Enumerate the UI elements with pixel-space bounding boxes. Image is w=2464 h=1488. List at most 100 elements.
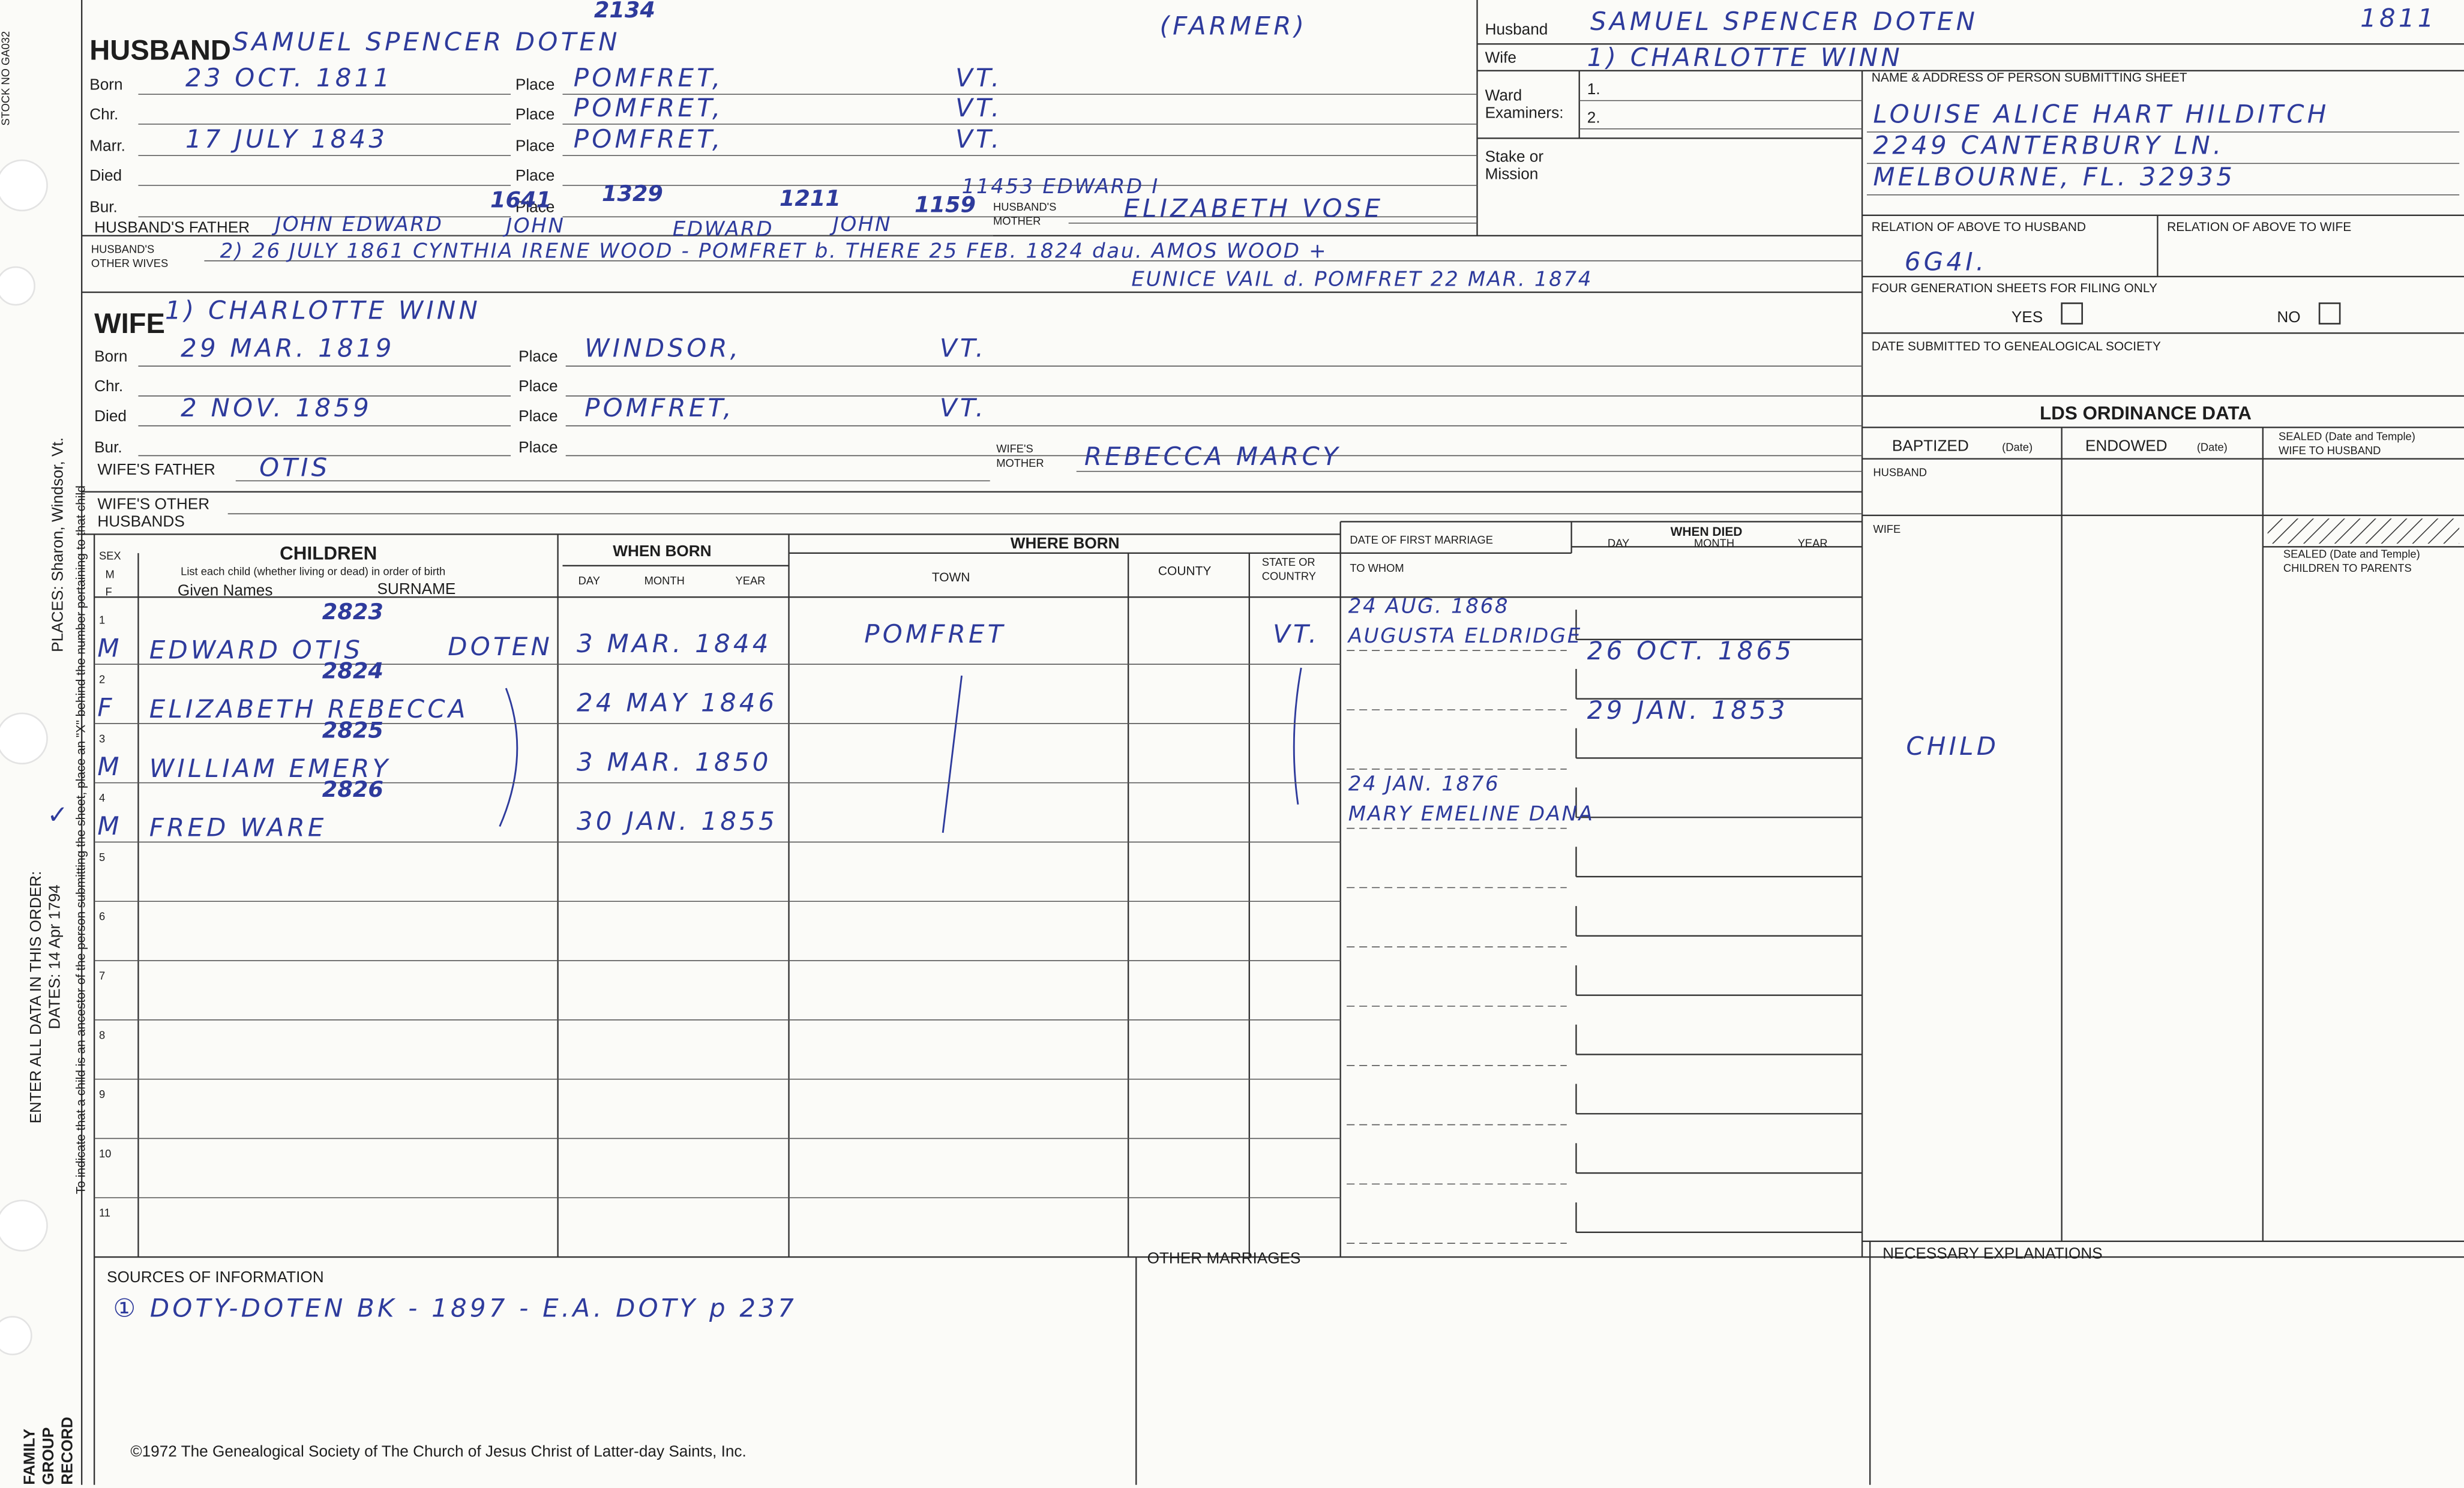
place-label: Place	[515, 166, 554, 184]
event-date: 29 MAR. 1819	[181, 333, 395, 362]
submitter-label: NAME & ADDRESS OF PERSON SUBMITTING SHEE…	[1872, 71, 2187, 85]
child-sex: M	[97, 811, 122, 841]
place-label: Place	[515, 105, 554, 123]
child-number: 7	[99, 969, 105, 982]
event-label: Born	[89, 75, 122, 93]
record-title: FAMILY	[20, 1429, 38, 1485]
other-wives-label: HUSBAND'S	[91, 243, 154, 256]
child-number: 2	[99, 673, 105, 685]
event-place: WINDSOR,	[584, 333, 741, 362]
husband-label: HUSBAND	[89, 34, 231, 66]
born-subheader: YEAR	[736, 574, 766, 587]
baptized-date: (Date)	[2002, 441, 2033, 454]
relation-husband-label: RELATION OF ABOVE TO HUSBAND	[1872, 220, 2086, 234]
child-died: 26 OCT. 1865	[1587, 636, 1794, 665]
child-ref-number: 2823	[322, 599, 383, 625]
submitter-line: LOUISE ALICE HART HILDITCH	[1873, 99, 2329, 128]
summary-husband-year: 1811	[2360, 4, 2437, 33]
yes-label: YES	[2012, 308, 2043, 326]
child-spouse: MARY EMELINE DANA	[1348, 802, 1594, 826]
county-header: COUNTY	[1158, 564, 1211, 578]
place-label: Place	[518, 347, 557, 365]
father-label: HUSBAND'S FATHER	[94, 218, 250, 236]
lineage-number: 1211	[780, 185, 841, 211]
relation-husband: 6G4I.	[1905, 247, 1988, 276]
lds-husband-row: HUSBAND	[1873, 466, 1927, 478]
child-spouse: AUGUSTA ELDRIDGE	[1347, 624, 1582, 648]
child-born: 30 JAN. 1855	[577, 806, 778, 836]
sources: ① DOTY-DOTEN BK - 1897 - E.A. DOTY p 237	[113, 1294, 797, 1323]
child-ref-number: 2825	[322, 717, 383, 743]
no-checkbox[interactable]	[2318, 302, 2341, 325]
sex-option: F	[105, 586, 112, 598]
lineage-number: 1329	[602, 181, 663, 206]
town-header: TOWN	[932, 571, 970, 584]
died-subheader: MONTH	[1694, 536, 1734, 549]
ancestor-note: 11453 EDWARD I	[962, 175, 1159, 199]
lineage-name: EDWARD	[673, 217, 774, 241]
sealed-children-header: SEALED (Date and Temple)	[2283, 548, 2420, 560]
lineage-number: 1159	[915, 192, 976, 218]
child-born: 3 MAR. 1844	[577, 629, 772, 658]
child-ref-number: 2826	[322, 776, 383, 802]
child-born: 3 MAR. 1850	[577, 747, 772, 776]
sex-option: M	[105, 568, 114, 581]
child-town: POMFRET	[864, 619, 1006, 649]
ditto-marks	[499, 667, 1302, 833]
endowed-header: ENDOWED	[2085, 437, 2168, 455]
child-sex: F	[97, 692, 115, 722]
event-state: VT.	[955, 93, 1002, 122]
when-died-header: WHEN DIED	[1671, 525, 1743, 539]
hatched-box	[2267, 518, 2460, 544]
ancestor-instruction: To indicate that a child is an ancestor …	[74, 485, 88, 1194]
child-state: VT.	[1273, 619, 1320, 649]
event-state: VT.	[940, 333, 987, 362]
given-names-header: Given Names	[178, 581, 273, 599]
child-sex: M	[97, 634, 122, 663]
endowed-date: (Date)	[2197, 441, 2228, 454]
event-label: Chr.	[89, 105, 118, 123]
event-date: 17 JULY 1843	[185, 124, 388, 154]
other-wife: EUNICE VAIL d. POMFRET 22 MAR. 1874	[1131, 268, 1593, 292]
no-label: NO	[2277, 308, 2300, 326]
submitter-line: 2249 CANTERBURY LN.	[1873, 131, 2224, 160]
summary-husband-label: Husband	[1485, 20, 1548, 38]
record-title: RECORD	[58, 1417, 76, 1484]
lds-wife-row: WIFE	[1873, 523, 1901, 535]
event-label: Bur.	[94, 438, 122, 456]
when-born-header: WHEN BORN	[613, 542, 711, 560]
event-place: POMFRET,	[574, 93, 724, 122]
born-subheader: MONTH	[645, 574, 685, 587]
wife-father: OTIS	[259, 452, 330, 482]
other-husbands-label: WIFE'S OTHER	[97, 494, 209, 512]
child-number: 8	[99, 1028, 105, 1041]
summary-wife-label: Wife	[1485, 49, 1516, 67]
lineage-name: JOHN	[829, 212, 892, 236]
examiner-number: 2.	[1587, 108, 1600, 126]
surname-header: SURNAME	[377, 580, 455, 598]
child-number: 3	[99, 732, 105, 745]
husband-mother: ELIZABETH VOSE	[1123, 193, 1383, 223]
child-number: 9	[99, 1088, 105, 1100]
ward-examiners-label: Examiners:	[1485, 103, 1564, 121]
marriage-header: DATE OF FIRST MARRIAGE	[1350, 533, 1493, 546]
lineage-number: 1641	[490, 187, 551, 213]
wife-mother: REBECCA MARCY	[1084, 442, 1341, 471]
stake-label: Mission	[1485, 165, 1539, 183]
child-marriage-date: 24 AUG. 1868	[1348, 594, 1509, 618]
children-instruction: List each child (whether living or dead)…	[181, 565, 445, 577]
stake-label: Stake or	[1485, 148, 1544, 166]
child-number: 1	[99, 614, 105, 626]
event-state: VT.	[955, 63, 1002, 92]
husband-name: SAMUEL SPENCER DOTEN	[233, 27, 621, 56]
yes-checkbox[interactable]	[2061, 302, 2083, 325]
order-dates: DATES: 14 Apr 1794	[46, 884, 64, 1029]
other-wives-label: OTHER WIVES	[91, 257, 168, 269]
sealed-wife-header: WIFE TO HUSBAND	[2279, 444, 2381, 457]
sealed-wife-header: SEALED (Date and Temple)	[2279, 430, 2415, 442]
child-born: 24 MAY 1846	[577, 688, 777, 718]
places-note: PLACES: Sharon, Windsor, Vt.	[49, 437, 67, 652]
born-subheader: DAY	[578, 574, 600, 587]
